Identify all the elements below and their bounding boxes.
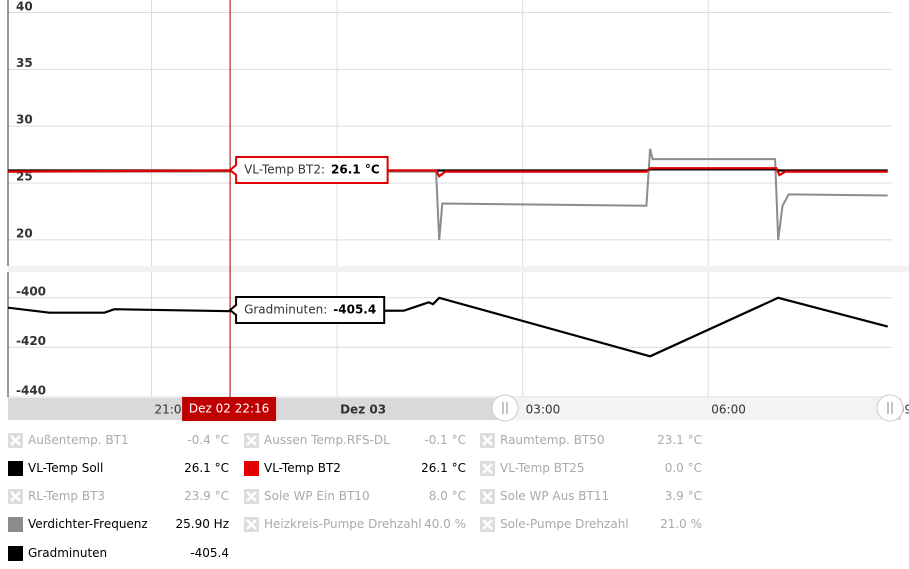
legend-value: 25.90 Hz (175, 517, 230, 531)
legend-cross (482, 491, 493, 502)
legend-icon (8, 546, 23, 561)
legend-value: 40.0 % (424, 517, 466, 531)
legend-icon (244, 517, 259, 532)
legend-name: Außentemp. BT1 (28, 433, 129, 447)
legend-item[interactable]: Aussen Temp.RFS-DL -0.1 °C (244, 431, 466, 449)
legend-item[interactable]: Raumtemp. BT50 23.1 °C (480, 431, 702, 449)
panel-gap (8, 266, 909, 272)
x-tick-label: 21:00 (155, 403, 190, 417)
series-line (7, 296, 888, 358)
legend-cross (10, 491, 21, 502)
legend-cross (246, 519, 257, 530)
legend-icon (8, 461, 23, 476)
background (0, 0, 909, 430)
legend-name: Aussen Temp.RFS-DL (264, 433, 390, 447)
legend-name: Gradminuten (28, 546, 108, 560)
legend-value: 8.0 °C (428, 489, 466, 503)
crosshair-label: Dez 02 22:16 (189, 402, 269, 416)
series-line (8, 148, 888, 241)
legend-cross (482, 519, 493, 530)
chart: 20 25 30 35 40 -400 -420 -440 VL-Temp BT2: 26.1 °… (0, 0, 909, 430)
legend-icon (480, 517, 495, 532)
legend-value: 23.9 °C (184, 489, 229, 503)
tooltip-box (228, 296, 386, 324)
y-tick-label: 35 (16, 56, 33, 70)
legend-item[interactable]: Außentemp. BT1 -0.4 °C (8, 431, 229, 449)
y-tick-label: 25 (16, 170, 33, 184)
legend-icon (244, 433, 259, 448)
legend-value: 26.1 °C (421, 461, 466, 475)
legend-cross (482, 435, 493, 446)
legend-name: Sole-Pumpe Drehzahl (500, 517, 629, 531)
x-axis-selected (505, 398, 892, 420)
legend-name: RL-Temp BT3 (28, 489, 106, 503)
legend-icon (480, 461, 495, 476)
legend-item[interactable]: Verdichter-Frequenz 25.90 Hz (8, 515, 229, 533)
y-tick-label: 20 (16, 226, 33, 240)
legend-value: 21.0 % (660, 517, 702, 531)
tooltip-label: VL-Temp BT2: (244, 163, 325, 177)
legend-item[interactable]: Heizkreis-Pumpe Drehzahl 40.0 % (244, 515, 466, 533)
legend-swatch (8, 546, 23, 561)
tooltip-value: 26.1 °C (331, 163, 380, 177)
legend-item[interactable]: Sole WP Ein BT10 8.0 °C (244, 487, 466, 505)
y-tick-label: -420 (16, 334, 46, 348)
legend-icon (480, 433, 495, 448)
legend-cross (246, 491, 257, 502)
legend-value: -0.4 °C (187, 433, 229, 447)
legend-name: Raumtemp. BT50 (500, 433, 605, 447)
tooltip: VL-Temp BT2: 26.1 °C (228, 156, 389, 184)
legend-item[interactable]: Sole WP Aus BT11 3.9 °C (480, 487, 702, 505)
legend-item[interactable]: RL-Temp BT3 23.9 °C (8, 487, 229, 505)
legend-name: VL-Temp BT2 (264, 461, 341, 475)
y-tick-label: 40 (16, 0, 33, 14)
legend-name: Verdichter-Frequenz (28, 517, 148, 531)
legend-item[interactable]: Gradminuten -405.4 (8, 544, 229, 562)
legend-name: Heizkreis-Pumpe Drehzahl (264, 517, 422, 531)
legend-cross (10, 435, 21, 446)
legend-name: Sole WP Aus BT11 (500, 489, 610, 503)
legend-cross (482, 463, 493, 474)
legend-value: 23.1 °C (657, 433, 702, 447)
range-handle[interactable] (876, 394, 904, 422)
legend-name: VL-Temp BT25 (500, 461, 585, 475)
legend-icon (244, 489, 259, 504)
tooltip-value: -405.4 (333, 303, 376, 317)
legend-name: VL-Temp Soll (28, 461, 104, 475)
tooltip: Gradminuten: -405.4 (228, 296, 386, 324)
legend-value: 3.9 °C (664, 489, 702, 503)
legend-value: -0.1 °C (424, 433, 466, 447)
y-tick-label: -400 (16, 284, 46, 298)
legend-cross (246, 435, 257, 446)
legend-swatch (8, 517, 23, 532)
range-handle[interactable] (491, 394, 519, 422)
legend-item[interactable]: VL-Temp BT25 0.0 °C (480, 459, 702, 477)
tooltip-label: Gradminuten: (244, 303, 327, 317)
x-tick-label: Dez 03 (340, 403, 386, 417)
x-tick-label: 06:00 (711, 403, 746, 417)
y-tick-label: -440 (16, 384, 46, 398)
legend-icon (8, 517, 23, 532)
legend-value: 0.0 °C (664, 461, 702, 475)
legend-icon (244, 461, 259, 476)
x-tick-label: 03:00 (526, 403, 561, 417)
legend-item[interactable]: Sole-Pumpe Drehzahl 21.0 % (480, 515, 702, 533)
legend-item[interactable]: VL-Temp BT2 26.1 °C (244, 459, 466, 477)
crosshair-label-box (182, 397, 277, 421)
tooltip-box (228, 156, 389, 184)
legend-icon (480, 489, 495, 504)
legend-icon (8, 489, 23, 504)
legend-value: 26.1 °C (184, 461, 229, 475)
legend-icon (8, 433, 23, 448)
legend-value: -405.4 (190, 546, 229, 560)
legend-swatch (8, 461, 23, 476)
y-tick-label: 30 (16, 113, 33, 127)
legend-name: Sole WP Ein BT10 (264, 489, 370, 503)
legend-item[interactable]: VL-Temp Soll 26.1 °C (8, 459, 229, 477)
legend-swatch (244, 461, 259, 476)
